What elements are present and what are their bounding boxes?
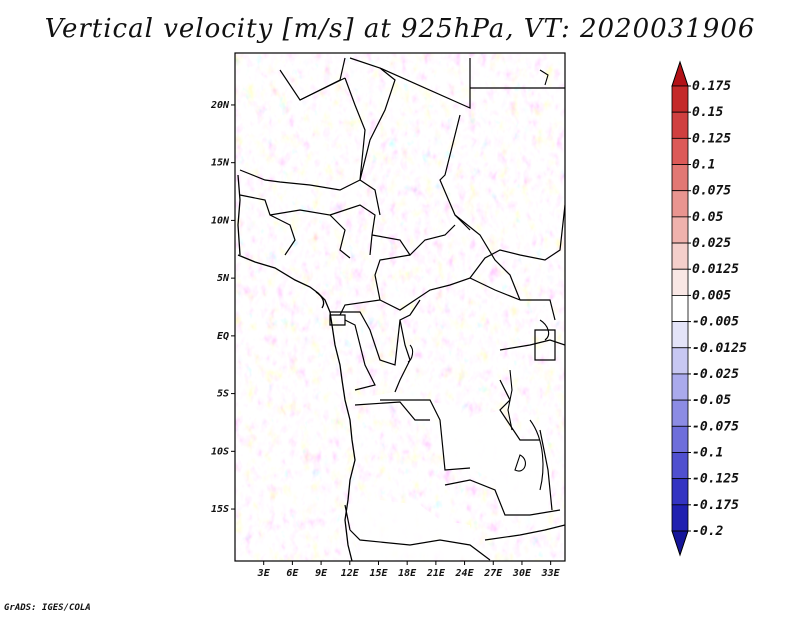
colorbar-label: -0.2 <box>692 524 723 539</box>
colorbar-box <box>671 190 689 218</box>
colorbar-label: 0.05 <box>692 210 723 225</box>
colorbar-box <box>671 425 689 453</box>
lon-tick-label: 33E <box>541 568 561 579</box>
lon-tick-label: 30E <box>512 568 532 579</box>
lon-tick-label: 9E <box>315 568 328 579</box>
lon-tick-label: 21E <box>426 568 446 579</box>
colorbar-label: -0.025 <box>692 367 739 382</box>
colorbar: 0.175 0.15 0.125 0.1 0.075 0.05 0.025 0.0125 0.0… <box>671 60 747 557</box>
lat-tick-label: 10N <box>211 215 230 226</box>
colorbar-box <box>671 295 689 322</box>
colorbar-label: -0.075 <box>692 419 739 434</box>
colorbar-label: 0.1 <box>692 158 715 173</box>
colorbar-label: 0.0125 <box>692 262 739 277</box>
plot-title: Vertical velocity [m/s] at 925hPa, VT: 2… <box>44 14 756 44</box>
longitude-axis: 3E 6E 9E 12E 15E 18E 21E 24E 27E 30E 33E <box>257 561 561 579</box>
colorbar-label: 0.005 <box>692 288 731 303</box>
colorbar-label: -0.125 <box>692 472 739 487</box>
colorbar-box <box>671 137 689 165</box>
colorbar-box <box>671 85 689 113</box>
lakes <box>407 69 550 491</box>
lat-tick-label: 10S <box>211 446 229 457</box>
colorbar-box <box>671 452 689 480</box>
grads-credit: GrADS: IGES/COLA <box>4 603 91 613</box>
country-borders <box>239 57 565 561</box>
colorbar-min-triangle <box>671 530 689 557</box>
lat-tick-label: 5S <box>217 389 229 400</box>
colorbar-box <box>671 216 689 244</box>
colorbar-box <box>671 164 689 192</box>
colorbar-label: -0.175 <box>692 498 739 513</box>
map-panel <box>235 53 565 561</box>
colorbar-max-triangle <box>671 60 689 87</box>
colorbar-label: 0.075 <box>692 184 731 199</box>
latitude-axis: 20N 15N 10N 5N EQ 5S 10S 15S <box>210 100 235 515</box>
lon-tick-label: 18E <box>398 568 417 579</box>
lat-tick-label: 20N <box>210 100 230 111</box>
lat-tick-label: EQ <box>217 331 229 342</box>
lon-tick-label: 12E <box>341 568 360 579</box>
colorbar-label: -0.05 <box>692 393 731 408</box>
quiet-region <box>352 392 552 520</box>
colorbar-box <box>671 111 689 139</box>
colorbar-label: 0.125 <box>692 131 731 146</box>
colorbar-label: -0.0125 <box>692 341 747 356</box>
lon-tick-label: 24E <box>455 568 475 579</box>
colorbar-label: 0.15 <box>692 105 723 120</box>
lon-tick-label: 27E <box>483 568 503 579</box>
lon-tick-label: 3E <box>257 568 271 579</box>
lat-tick-label: 5N <box>217 273 230 284</box>
colorbar-box <box>671 478 689 506</box>
colorbar-box <box>671 268 689 296</box>
colorbar-box <box>671 242 689 270</box>
lon-tick-label: 6E <box>286 568 299 579</box>
colorbar-label: -0.005 <box>692 315 739 330</box>
colorbar-label: 0.175 <box>692 79 731 94</box>
colorbar-box <box>671 399 689 427</box>
colorbar-label: -0.1 <box>692 445 723 460</box>
coastline <box>237 174 356 561</box>
lat-tick-label: 15N <box>211 158 230 169</box>
colorbar-box <box>671 504 689 532</box>
map-frame <box>234 52 566 562</box>
colorbar-box <box>671 347 689 375</box>
colorbar-label: 0.025 <box>692 236 731 251</box>
colorbar-box <box>671 373 689 401</box>
colorbar-box <box>671 321 689 349</box>
lon-tick-label: 15E <box>369 568 388 579</box>
lat-tick-label: 15S <box>211 504 229 515</box>
